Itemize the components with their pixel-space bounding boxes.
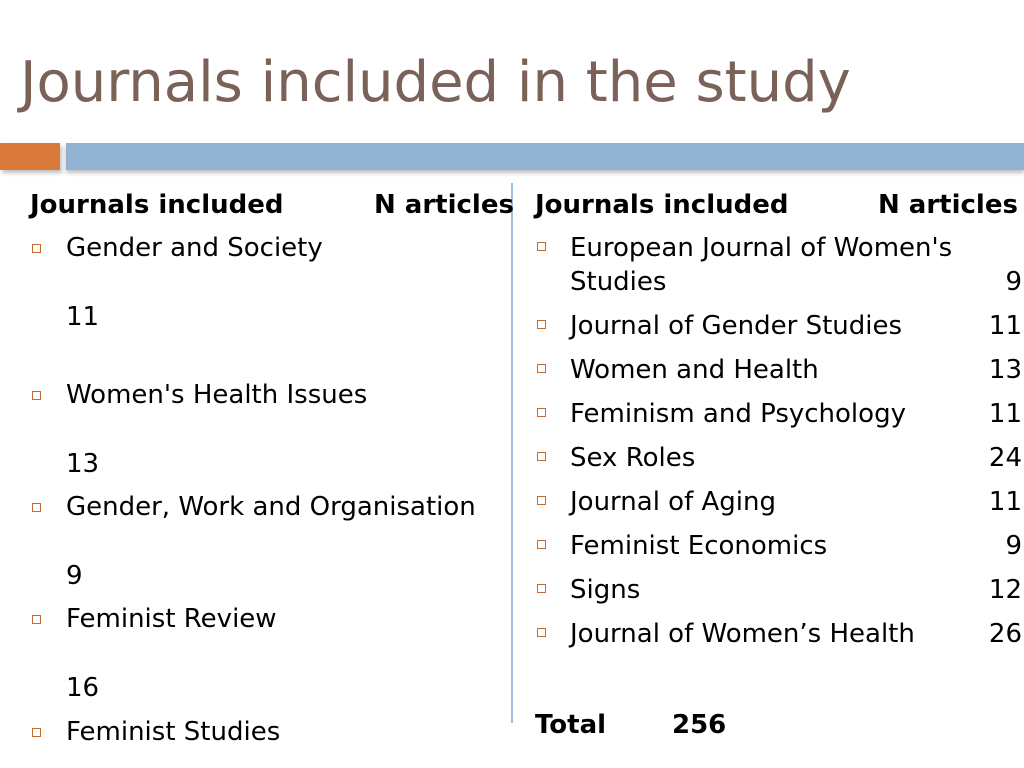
right-item-count: 11	[988, 399, 1022, 429]
left-item-name: Feminist Studies	[66, 717, 281, 747]
right-item-name: Sex Roles	[570, 443, 696, 473]
bullet-icon	[537, 496, 546, 505]
right-item-name: Feminism and Psychology	[570, 399, 906, 429]
right-item-count: 12	[988, 575, 1022, 605]
left-item-name: Feminist Review	[66, 604, 277, 634]
bullet-icon	[537, 452, 546, 461]
right-item-count: 9	[1005, 531, 1022, 561]
bullet-icon	[537, 584, 546, 593]
right-header-journals: Journals included	[535, 190, 789, 220]
left-item-count: 11	[66, 302, 100, 332]
right-item-name: Journal of Aging	[570, 487, 777, 517]
bullet-icon	[32, 615, 41, 624]
slide-title: Journals included in the study	[20, 50, 851, 115]
bullet-icon	[537, 364, 546, 373]
left-item-count: 16	[66, 673, 100, 703]
right-item-count: 13	[988, 355, 1022, 385]
bullet-icon	[537, 408, 546, 417]
right-item-name: Journal of Gender Studies	[570, 311, 903, 341]
right-item-count: 26	[988, 619, 1022, 649]
right-item-name: European Journal of Women's	[570, 233, 953, 263]
bullet-icon	[32, 728, 41, 737]
left-item-name: Women's Health Issues	[66, 380, 368, 410]
bullet-icon	[537, 242, 546, 251]
left-item-count: 9	[66, 561, 83, 591]
right-item-name: Women and Health	[570, 355, 819, 385]
bullet-icon	[537, 540, 546, 549]
column-divider	[511, 183, 513, 723]
total-value: 256	[672, 710, 727, 740]
right-item-name-continued: Studies	[570, 267, 667, 297]
right-item-name: Signs	[570, 575, 641, 605]
right-item-name: Journal of Women’s Health	[570, 619, 915, 649]
bullet-icon	[537, 320, 546, 329]
title-accent-bar-orange	[0, 143, 60, 170]
bullet-icon	[537, 628, 546, 637]
left-header-count: N articles	[374, 190, 514, 220]
right-item-count: 11	[988, 487, 1022, 517]
right-item-name: Feminist Economics	[570, 531, 828, 561]
right-item-count: 9	[1005, 267, 1022, 297]
right-item-count: 11	[988, 311, 1022, 341]
title-accent-bar-blue	[66, 143, 1024, 170]
bullet-icon	[32, 391, 41, 400]
bullet-icon	[32, 244, 41, 253]
total-label: Total	[535, 710, 607, 740]
left-item-count: 13	[66, 449, 100, 479]
bullet-icon	[32, 503, 41, 512]
right-item-count: 24	[988, 443, 1022, 473]
left-item-name: Gender, Work and Organisation	[66, 492, 476, 522]
left-header-journals: Journals included	[30, 190, 284, 220]
right-header-count: N articles	[878, 190, 1018, 220]
left-item-name: Gender and Society	[66, 233, 323, 263]
